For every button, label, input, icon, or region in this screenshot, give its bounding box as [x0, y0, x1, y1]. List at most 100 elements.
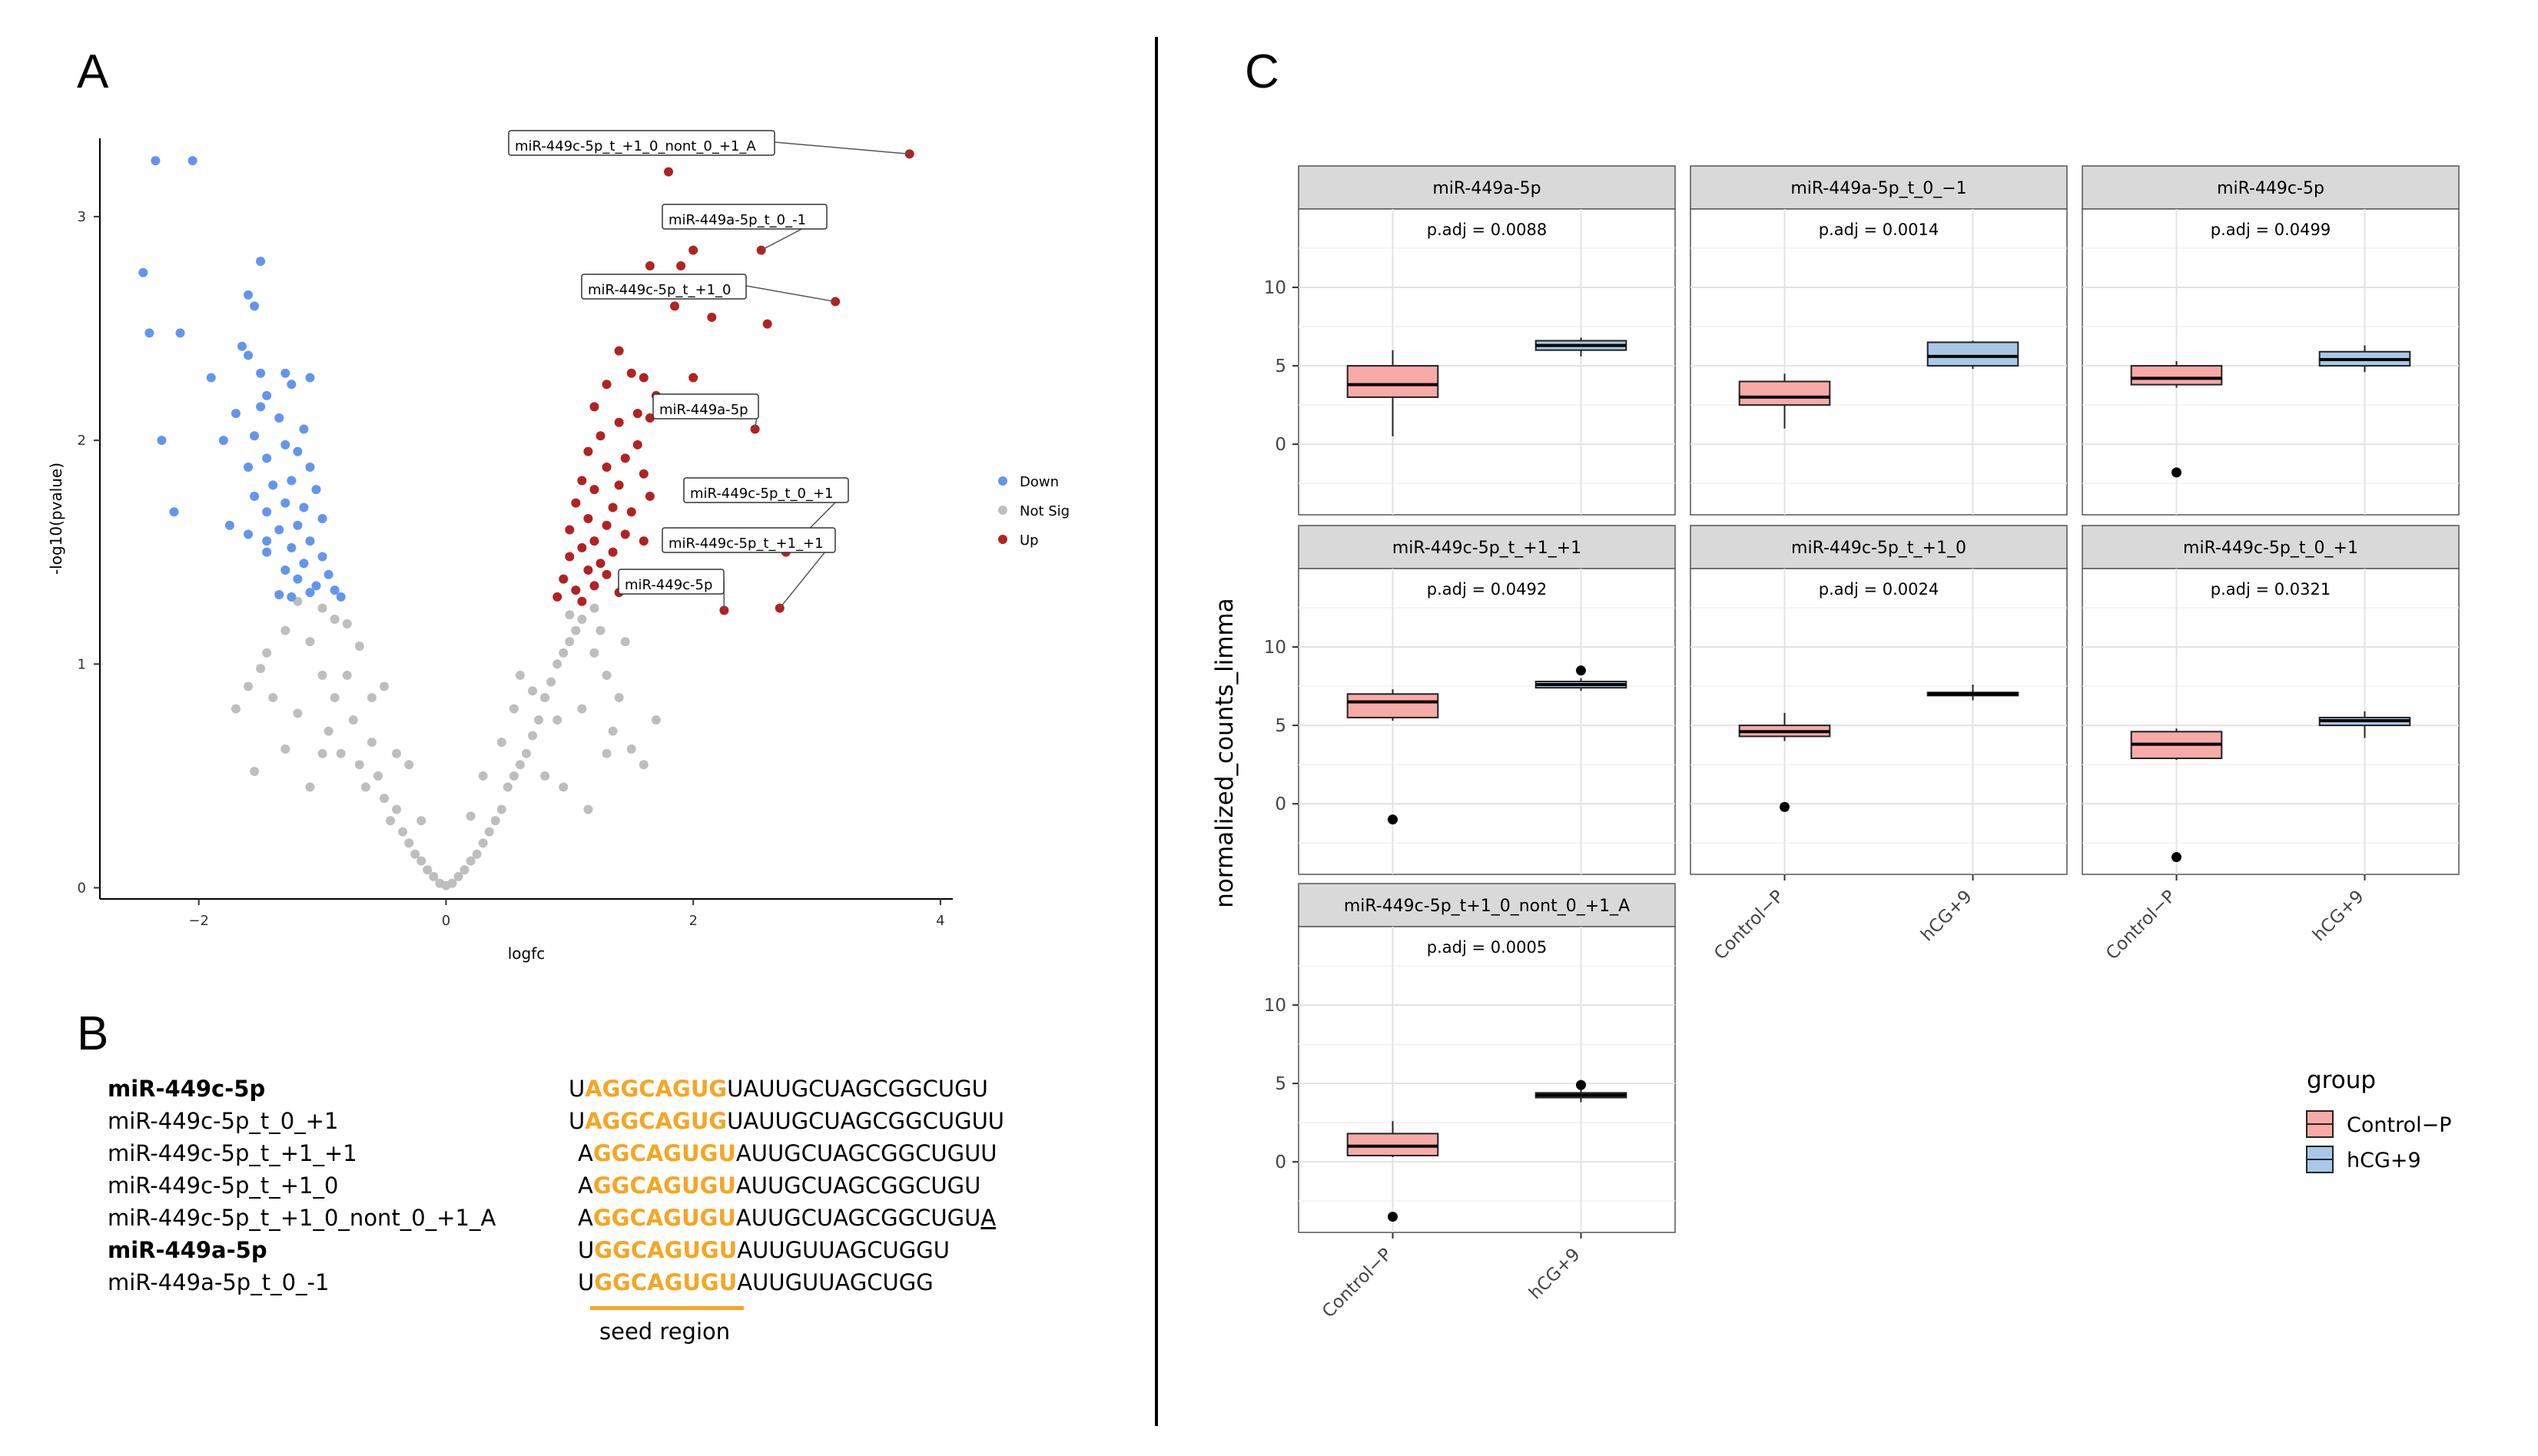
legend-label: hCG+9 [2347, 1149, 2421, 1172]
facet-strip [1690, 165, 2068, 210]
y-tick-label: 1 [78, 656, 86, 672]
point-not-sig [503, 782, 513, 792]
point-down [311, 485, 321, 495]
legend-title: group [2307, 1066, 2376, 1094]
point-up [645, 413, 655, 423]
point-not-sig [380, 793, 389, 803]
seq-post: AUUGCUAGCGGCUGU [735, 1205, 981, 1231]
y-tick-label: 0 [78, 880, 86, 896]
point-up [596, 431, 605, 441]
point-up [565, 552, 575, 562]
point-down [280, 368, 290, 378]
point-down [305, 536, 315, 546]
point-up [583, 446, 593, 456]
legend-key [998, 506, 1007, 515]
point-not-sig [490, 816, 500, 826]
point-not-sig [244, 682, 254, 692]
annotation-leader [745, 285, 836, 303]
point-down [287, 592, 297, 602]
point-up [565, 525, 575, 535]
point-down [293, 446, 303, 456]
annotation-label: miR-449c-5p [625, 577, 712, 593]
point-not-sig [620, 637, 630, 647]
facet-panel [1298, 568, 1676, 875]
annotation-label: miR-449c-5p_t_+1_0_nont_0_+1_A [515, 138, 756, 154]
point-not-sig [380, 682, 389, 692]
point-up [552, 592, 562, 602]
facet-title: miR-449c-5p_t_+1_0 [1791, 539, 1966, 558]
point-down [280, 439, 290, 449]
x-tick-label: 0 [442, 913, 450, 929]
point-up [571, 585, 581, 595]
point-not-sig [231, 704, 241, 714]
point-up [626, 368, 636, 378]
point-down [317, 514, 327, 523]
point-down [280, 565, 290, 575]
seq-post: AUUGCUAGCGGCUGU [735, 1172, 981, 1199]
point-not-sig [602, 748, 612, 758]
point-not-sig [410, 849, 420, 859]
seq-post: UAUUGCUAGCGGCUGUU [727, 1108, 1005, 1134]
seq-post: AUUGCUAGCGGCUGUU [735, 1140, 997, 1166]
point-up [614, 480, 624, 490]
point-up [614, 417, 624, 427]
point-not-sig [360, 782, 370, 792]
y-tick-label: 10 [1264, 638, 1286, 658]
point-up [645, 491, 655, 501]
facet-title: miR-449c-5p_t_+1_+1 [1392, 539, 1581, 558]
annotation-label: miR-449c-5p_t_+1_+1 [669, 536, 824, 552]
facet-strip [1298, 525, 1676, 569]
panel-divider [1155, 37, 1158, 1426]
sequence-alignment: miR-449c-5p UAGGCAGUGUAUUGCUAGCGGCUGU miR-… [108, 1073, 1106, 1380]
point-not-sig [608, 726, 618, 736]
x-tick-label: hCG+9 [1525, 1245, 1584, 1304]
sequence-text: UGGCAGUGUAUUGUUAGCUGGU [578, 1234, 950, 1266]
point-not-sig [280, 625, 290, 635]
point-down [268, 480, 278, 490]
padj-label: p.adj = 0.0492 [1427, 580, 1547, 599]
point-not-sig [386, 816, 396, 826]
point-not-sig [583, 804, 593, 814]
point-not-sig [639, 760, 649, 770]
point-up [707, 312, 717, 322]
point-not-sig [404, 760, 414, 770]
sequence-name: miR-449c-5p_t_+1_0 [108, 1172, 339, 1199]
point-not-sig [466, 811, 476, 821]
point-down [336, 592, 346, 602]
point-not-sig [552, 659, 562, 669]
point-up [602, 463, 612, 473]
point-not-sig [522, 748, 531, 758]
point-not-sig [515, 670, 525, 680]
sequence-text: AGGCAGUGUAUUGCUAGCGGCUGU [578, 1169, 980, 1202]
y-axis-title: -log10(pvalue) [47, 463, 65, 575]
point-up [577, 476, 587, 486]
box [2130, 365, 2223, 386]
point-up [589, 402, 599, 412]
point-not-sig [423, 865, 433, 875]
seq-last: A [980, 1205, 997, 1231]
legend-label: Up [1020, 532, 1039, 549]
point-up [762, 319, 772, 329]
point-up [589, 485, 599, 495]
point-not-sig [280, 744, 290, 754]
point-down [280, 498, 290, 508]
point-down [256, 368, 266, 378]
seed-region-underline [590, 1306, 744, 1310]
seed-region-label: seed region [599, 1318, 731, 1345]
point-up [639, 469, 649, 479]
point-not-sig [478, 771, 488, 781]
point-up [626, 507, 636, 517]
x-tick-label: Control−P [1710, 887, 1788, 964]
y-tick-label: 0 [1275, 1153, 1286, 1172]
point-up [639, 536, 649, 546]
point-down [151, 156, 161, 166]
point-not-sig [534, 715, 544, 725]
point-not-sig [373, 771, 383, 781]
annotation-label: miR-449c-5p_t_0_+1 [690, 486, 833, 502]
point-down [299, 559, 309, 569]
x-tick-label: 4 [936, 913, 944, 929]
padj-label: p.adj = 0.0005 [1427, 938, 1547, 957]
point-not-sig [293, 708, 303, 718]
point-not-sig [559, 782, 569, 792]
point-not-sig [367, 738, 377, 748]
